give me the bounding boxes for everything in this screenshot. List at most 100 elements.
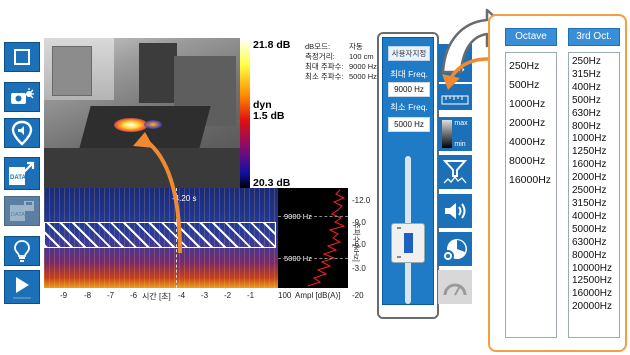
third-octave-item[interactable]: 6300Hz	[572, 236, 607, 248]
third-octave-item[interactable]: 500Hz	[572, 94, 601, 106]
min-label: min	[454, 141, 466, 148]
octave-item[interactable]: 8000Hz	[509, 155, 546, 167]
y-tick: -9.0	[352, 218, 366, 227]
y-tick: -6.0	[352, 240, 366, 249]
svg-text:DATA: DATA	[11, 212, 25, 218]
info-value: 자동	[349, 42, 363, 51]
third-octave-item[interactable]: 3150Hz	[572, 197, 607, 209]
volume-button[interactable]	[438, 194, 472, 228]
third-octave-item[interactable]: 1250Hz	[572, 146, 607, 158]
gradient-scale-icon	[442, 120, 453, 148]
slider-range-fill	[404, 233, 413, 253]
time-cursor-label: -4.20 s	[172, 194, 197, 203]
min-freq-input[interactable]: 5000 Hz	[388, 117, 430, 132]
third-octave-item[interactable]: 10000Hz	[572, 262, 613, 274]
spectrum-x-left: 100	[278, 291, 292, 300]
user-defined-tab[interactable]: 사용자지정	[388, 46, 430, 61]
octave-item[interactable]: 250Hz	[509, 60, 540, 72]
timer-gear-icon	[442, 239, 467, 262]
data-export-button[interactable]: DATA	[4, 157, 40, 190]
spectrum-plot: 9000 Hz 5000 Hz	[278, 188, 348, 288]
colorbar-mode-label: dyn	[253, 99, 272, 111]
third-octave-item[interactable]: 12500Hz	[572, 275, 613, 287]
data-export-icon: DATA	[9, 161, 35, 185]
colorbar-bottom-label: 20.3 dB	[253, 177, 291, 189]
timer-settings-button[interactable]	[438, 232, 472, 266]
third-octave-item[interactable]: 20000Hz	[572, 301, 613, 313]
max-label: max	[454, 120, 468, 127]
octave-band-panel: Octave 250Hz 500Hz 1000Hz 2000Hz 4000Hz …	[488, 14, 627, 352]
third-octave-item[interactable]: 4000Hz	[572, 210, 607, 222]
data-save-button[interactable]: DATA	[4, 196, 40, 226]
info-key: dB모드:	[305, 42, 331, 51]
ruler-icon	[441, 95, 469, 105]
info-key: 최대 주파수:	[305, 62, 344, 71]
third-octave-list[interactable]: 250Hz 315Hz 400Hz 500Hz 630Hz 800Hz 1000…	[568, 52, 620, 338]
info-key: 측정거리:	[305, 52, 335, 61]
ruler-button[interactable]	[438, 84, 472, 110]
third-octave-item[interactable]: 630Hz	[572, 107, 601, 119]
x-tick: -7	[107, 291, 115, 300]
third-octave-item[interactable]: 5000Hz	[572, 223, 607, 235]
db-colorbar	[240, 38, 250, 188]
freq-slider-handle[interactable]	[391, 223, 425, 263]
x-tick: -8	[84, 291, 92, 300]
stop-square-button[interactable]	[4, 42, 40, 72]
hint-button[interactable]	[4, 236, 40, 266]
x-tick: -3	[201, 291, 209, 300]
third-octave-item[interactable]: 16000Hz	[572, 288, 613, 300]
third-octave-item[interactable]: 400Hz	[572, 81, 601, 93]
data-save-icon: DATA	[10, 201, 34, 221]
measurement-info: dB모드: 자동 측정거리: 100 cm 최대 주파수: 9000 Hz 최소 주파…	[305, 42, 377, 82]
max-freq-input[interactable]: 9000 Hz	[388, 82, 430, 97]
info-value: 5000 Hz	[349, 72, 377, 81]
octave-header[interactable]: Octave	[505, 28, 557, 46]
octave-list[interactable]: 250Hz 500Hz 1000Hz 2000Hz 4000Hz 8000Hz …	[505, 52, 557, 338]
play-button[interactable]	[4, 270, 40, 304]
octave-item[interactable]: 4000Hz	[509, 136, 546, 148]
third-octave-item[interactable]: 1000Hz	[572, 133, 607, 145]
third-octave-header[interactable]: 3rd Oct.	[568, 28, 620, 46]
svg-text:DATA: DATA	[10, 175, 26, 181]
third-octave-item[interactable]: 315Hz	[572, 68, 601, 80]
scale-max-min-button[interactable]: max min	[438, 117, 472, 151]
third-octave-item[interactable]: 2500Hz	[572, 185, 607, 197]
third-octave-item[interactable]: 800Hz	[572, 120, 601, 132]
octave-item[interactable]: 500Hz	[509, 79, 540, 91]
x-tick: -6	[130, 291, 138, 300]
max-freq-label: 최대 Freq.	[390, 69, 428, 79]
frequency-panel: 사용자지정 최대 Freq. 9000 Hz 최소 Freq. 5000 Hz	[382, 37, 434, 305]
third-octave-item[interactable]: 1600Hz	[572, 159, 607, 171]
gauge-icon	[443, 283, 467, 296]
third-octave-item[interactable]: 2000Hz	[572, 172, 607, 184]
drag-arrow-icon	[133, 132, 182, 254]
spectrum-trace	[307, 189, 346, 287]
octave-item[interactable]: 16000Hz	[509, 174, 552, 186]
third-octave-item[interactable]: 8000Hz	[572, 249, 607, 261]
x-tick: -2	[224, 291, 232, 300]
info-key: 최소 주파수:	[305, 72, 344, 81]
play-icon	[13, 277, 31, 299]
colorbar-mid-label: 1.5 dB	[253, 110, 285, 122]
speaker-icon	[445, 203, 466, 219]
colorbar-top-label: 21.8 dB	[253, 39, 291, 51]
camera-settings-button[interactable]	[4, 82, 40, 112]
y-tick: -12.0	[352, 196, 371, 205]
y-axis-label: 주파수 [kHz]	[352, 222, 361, 262]
lightbulb-icon	[14, 240, 30, 262]
location-pin-icon	[11, 120, 33, 146]
third-octave-item[interactable]: 250Hz	[572, 56, 601, 67]
time-axis: -9 -8 -7 -6 시간 [초] -4 -3 -2 -1 100 Ampl …	[44, 291, 374, 303]
square-icon	[14, 49, 30, 65]
location-audio-button[interactable]	[4, 118, 40, 148]
octave-item[interactable]: 2000Hz	[509, 117, 546, 129]
info-value: 100 cm	[349, 52, 374, 61]
gauge-button[interactable]	[438, 270, 472, 304]
spectrum-x-right: -20	[352, 291, 364, 300]
camera-view	[44, 38, 240, 188]
x-tick: -1	[247, 291, 255, 300]
filter-icon	[442, 160, 468, 184]
frequency-band-highlight[interactable]	[44, 222, 276, 248]
octave-item[interactable]: 1000Hz	[509, 98, 546, 110]
filter-button[interactable]	[438, 155, 472, 189]
